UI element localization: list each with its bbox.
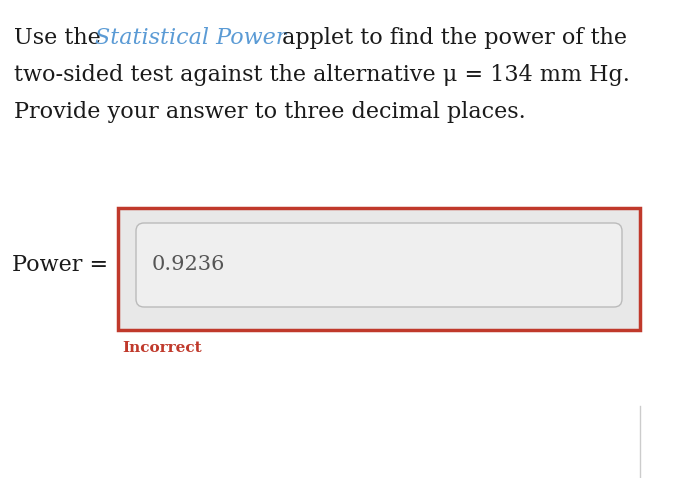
Text: 0.9236: 0.9236 — [152, 256, 225, 274]
FancyBboxPatch shape — [136, 223, 622, 307]
FancyBboxPatch shape — [118, 208, 640, 330]
Text: Incorrect: Incorrect — [122, 341, 202, 355]
Text: two-sided test against the alternative μ = 134 mm Hg.: two-sided test against the alternative μ… — [14, 64, 630, 86]
Text: Provide your answer to three decimal places.: Provide your answer to three decimal pla… — [14, 101, 526, 123]
Text: Use the: Use the — [14, 27, 108, 49]
Text: Power =: Power = — [12, 254, 108, 276]
Text: Statistical Power: Statistical Power — [95, 27, 287, 49]
Text: applet to find the power of the: applet to find the power of the — [275, 27, 627, 49]
